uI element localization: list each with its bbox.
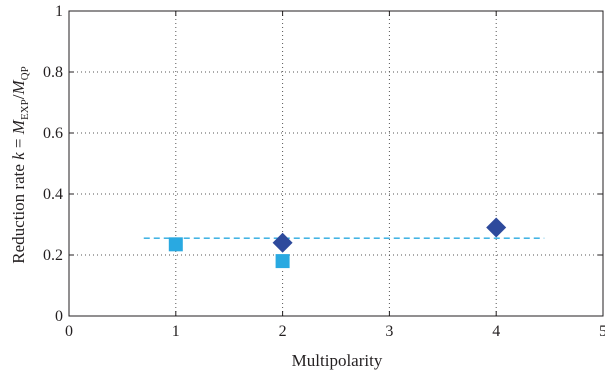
x-tick-label: 4 xyxy=(492,323,500,340)
x-axis-label: Multipolarity xyxy=(292,351,383,370)
x-tick-label: 1 xyxy=(172,323,180,340)
x-tick-label: 5 xyxy=(599,323,605,340)
plot-frame xyxy=(68,10,604,317)
y-tick-label: 0.4 xyxy=(43,186,63,203)
y-tick-label: 0.8 xyxy=(43,64,63,81)
data-point-diamond xyxy=(486,217,507,238)
y-tick-label: 1 xyxy=(55,3,63,20)
plot-axes-frame xyxy=(68,10,604,317)
y-tick-label: 0.6 xyxy=(43,125,63,142)
grid-lines xyxy=(69,11,603,316)
y-tick-label: 0 xyxy=(55,308,63,325)
data-point-square xyxy=(168,237,183,252)
tick-labels: 0 1 2 3 4 5 0 0.2 0.4 0.6 0.8 1 xyxy=(43,3,605,340)
x-tick-label: 3 xyxy=(385,323,393,340)
data-markers xyxy=(168,217,507,269)
data-point-square xyxy=(275,254,290,269)
x-tick-label: 2 xyxy=(279,323,287,340)
data-point-diamond xyxy=(272,232,293,253)
x-tick-label: 0 xyxy=(65,323,73,340)
y-axis-label: Reduction rate k = MEXP/MQP xyxy=(9,66,31,263)
y-tick-label: 0.2 xyxy=(43,247,63,264)
